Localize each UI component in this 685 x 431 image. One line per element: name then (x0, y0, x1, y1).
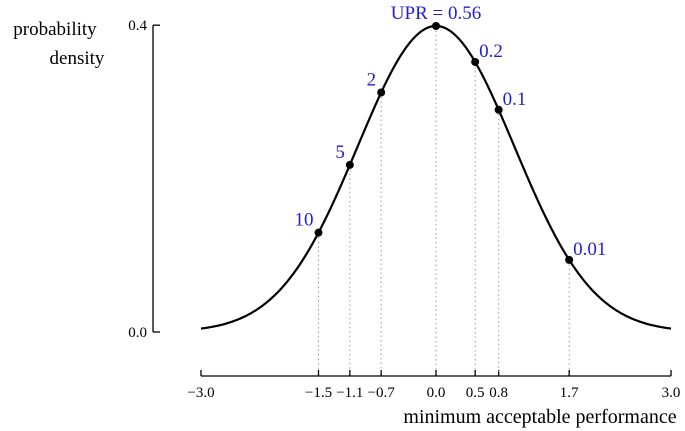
y-axis-label-line-1: probability (13, 19, 97, 40)
y-tick-label: 0.0 (128, 325, 147, 341)
data-point (345, 160, 354, 169)
x-axis: −3.0 −1.5 −1.1 −0.7 0.0 0.5 0.8 1.7 3.0 (187, 370, 680, 401)
point-label: 10 (295, 210, 314, 231)
point-label: 2 (367, 69, 377, 90)
y-axis-label: probability density (13, 19, 105, 69)
data-point (565, 255, 574, 264)
x-tick-label: −0.7 (368, 385, 396, 401)
point-label: 0.1 (503, 89, 527, 110)
data-point (314, 228, 323, 237)
y-axis-label-line-2: density (50, 48, 105, 69)
point-label: 0.01 (573, 239, 606, 260)
x-tick-label: −1.5 (305, 385, 332, 401)
drop-lines (318, 26, 570, 372)
y-tick-label: 0.4 (128, 18, 147, 34)
x-tick-label: −3.0 (187, 385, 214, 401)
x-tick-label: 0.5 (466, 385, 485, 401)
x-tick-label: 1.7 (560, 385, 579, 401)
marked-points (314, 22, 574, 264)
x-tick-label: 0.0 (427, 385, 446, 401)
x-tick-label: −1.1 (336, 385, 363, 401)
point-annotations: 10 5 2 UPR = 0.56 0.2 0.1 0.01 (295, 3, 607, 260)
x-axis-label: minimum acceptable performance (403, 406, 676, 428)
x-tick-label: 0.8 (489, 385, 508, 401)
point-label: 0.2 (479, 41, 503, 62)
point-label: UPR = 0.56 (391, 3, 481, 24)
data-point (471, 57, 480, 66)
x-tick-label: 3.0 (662, 385, 681, 401)
data-point (432, 22, 440, 30)
data-point (377, 88, 386, 97)
y-axis: 0.0 0.4 (128, 18, 160, 341)
data-point (494, 105, 503, 114)
point-label: 5 (335, 142, 345, 163)
